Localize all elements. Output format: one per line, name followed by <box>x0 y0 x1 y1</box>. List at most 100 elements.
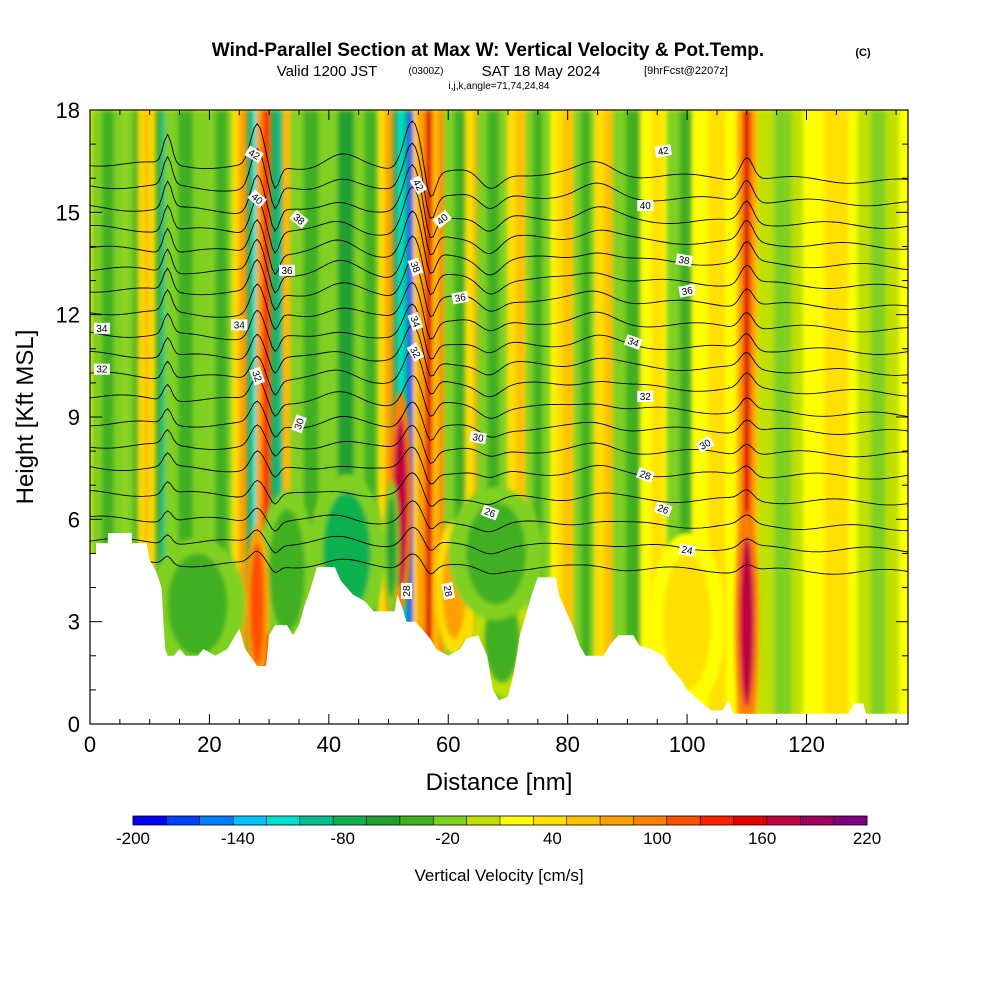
colorbar-swatch <box>800 816 834 825</box>
theta-label: 30 <box>469 430 487 445</box>
velocity-column <box>364 110 377 724</box>
theta-isentropes <box>90 120 908 575</box>
theta-label-text: 36 <box>681 285 694 298</box>
theta-label: 42 <box>244 145 264 164</box>
theta-label: 24 <box>678 543 696 558</box>
valid-date: SAT 18 May 2024 <box>482 63 601 80</box>
x-axis-label: Distance [nm] <box>426 769 573 796</box>
y-tick-labels: 0 3 6 9 12 15 18 <box>56 98 80 737</box>
theta-label-text: 30 <box>293 417 307 432</box>
velocity-column <box>563 110 573 724</box>
valid-time-jst: Valid 1200 JST <box>277 63 378 80</box>
velocity-column <box>515 110 525 724</box>
colorbar-swatch <box>466 816 501 825</box>
theta-label-text: 30 <box>471 432 484 445</box>
theta-label-text: 34 <box>234 320 246 331</box>
y-tick-label: 18 <box>56 98 80 123</box>
colorbar-swatch <box>833 816 868 825</box>
theta-label-bg <box>407 312 424 331</box>
theta-label: 28 <box>635 467 655 483</box>
colorbar-swatch <box>366 816 401 825</box>
colorbar-swatch <box>500 816 534 825</box>
x-tick-label: 20 <box>197 732 221 757</box>
theta-contour-40 <box>90 164 908 239</box>
theta-label-text: 40 <box>640 201 652 212</box>
theta-label-bg <box>635 467 655 483</box>
theta-contour-29 <box>90 424 908 464</box>
velocity-column <box>604 110 615 724</box>
colorbar-tick-label: 220 <box>853 829 881 848</box>
theta-contour-26 <box>90 500 908 533</box>
theta-label: 32 <box>406 342 425 362</box>
theta-label-bg <box>231 319 248 331</box>
theta-label-text: 26 <box>483 506 498 520</box>
velocity-cell <box>663 553 711 690</box>
theta-label-bg <box>289 209 309 229</box>
theta-contour-28 <box>90 446 908 485</box>
velocity-column <box>533 110 543 724</box>
theta-contour-30 <box>90 400 908 441</box>
theta-label-text: 24 <box>680 545 693 558</box>
theta-contour-39 <box>90 186 908 256</box>
theta-label: 30 <box>695 435 715 454</box>
theta-label-bg <box>451 290 470 305</box>
x-tick-label: 40 <box>317 732 341 757</box>
colorbar-swatch <box>333 816 367 825</box>
theta-label: 38 <box>407 257 424 277</box>
colorbar-swatch <box>166 816 201 825</box>
theta-label: 38 <box>675 253 693 268</box>
theta-label-bg <box>93 322 110 334</box>
theta-label-text: 38 <box>677 255 690 268</box>
colorbar-tick-label: 160 <box>748 829 776 848</box>
theta-contour-37 <box>90 235 908 296</box>
theta-label-bg <box>637 391 654 402</box>
theta-label-text: 42 <box>410 178 425 194</box>
velocity-column <box>384 110 393 724</box>
colorbar-tick-label: -80 <box>330 829 355 848</box>
valid-time-zulu: (0300Z) <box>408 66 443 77</box>
colorbar-tick-labels: -200 -140 -80 -20 40 100 160 220 <box>116 829 881 848</box>
colorbar-swatch <box>733 816 768 825</box>
y-tick-label: 12 <box>56 303 80 328</box>
theta-label-text: 34 <box>407 315 421 330</box>
theta-label-bg <box>247 189 267 209</box>
axis-ticks <box>89 109 908 725</box>
title-copyright-mark: (C) <box>855 47 871 59</box>
theta-label-text: 36 <box>281 266 293 277</box>
theta-label-bg <box>623 334 643 350</box>
theta-label: 36 <box>279 264 295 277</box>
velocity-cell <box>167 553 228 656</box>
forecast-info: [9hrFcst@2207z] <box>644 65 728 77</box>
theta-label-bg <box>401 583 412 599</box>
velocity-cell <box>269 509 305 632</box>
velocity-column <box>215 110 228 724</box>
theta-contour-25 <box>90 526 908 555</box>
theta-label: 28 <box>441 582 456 600</box>
theta-label: 34 <box>623 334 643 350</box>
y-axis-label: Height [Kft MSL] <box>12 330 39 505</box>
theta-contour-38 <box>90 210 908 276</box>
colorbar-swatch <box>433 816 467 825</box>
theta-label-bg <box>695 435 715 454</box>
x-tick-label: 120 <box>788 732 825 757</box>
theta-label-text: 26 <box>656 503 671 517</box>
velocity-column <box>581 110 591 724</box>
theta-label-text: 38 <box>407 260 421 275</box>
colorbar-swatch <box>266 816 301 825</box>
theta-label: 40 <box>637 200 654 212</box>
theta-label-bg <box>678 283 696 298</box>
theta-label-text: 42 <box>246 148 262 163</box>
theta-label: 26 <box>480 504 500 521</box>
x-tick-label: 60 <box>436 732 460 757</box>
theta-label-text: 28 <box>638 469 653 483</box>
x-tick-label: 80 <box>555 732 579 757</box>
velocity-column <box>454 110 467 724</box>
colorbar-swatch <box>566 816 601 825</box>
theta-label-text: 42 <box>657 145 670 158</box>
y-tick-label: 6 <box>68 507 80 532</box>
colorbar-tick-label: -140 <box>221 829 255 848</box>
theta-label-bg <box>637 200 654 211</box>
colorbar-swatch <box>199 816 234 825</box>
colorbar-swatch <box>299 816 334 825</box>
